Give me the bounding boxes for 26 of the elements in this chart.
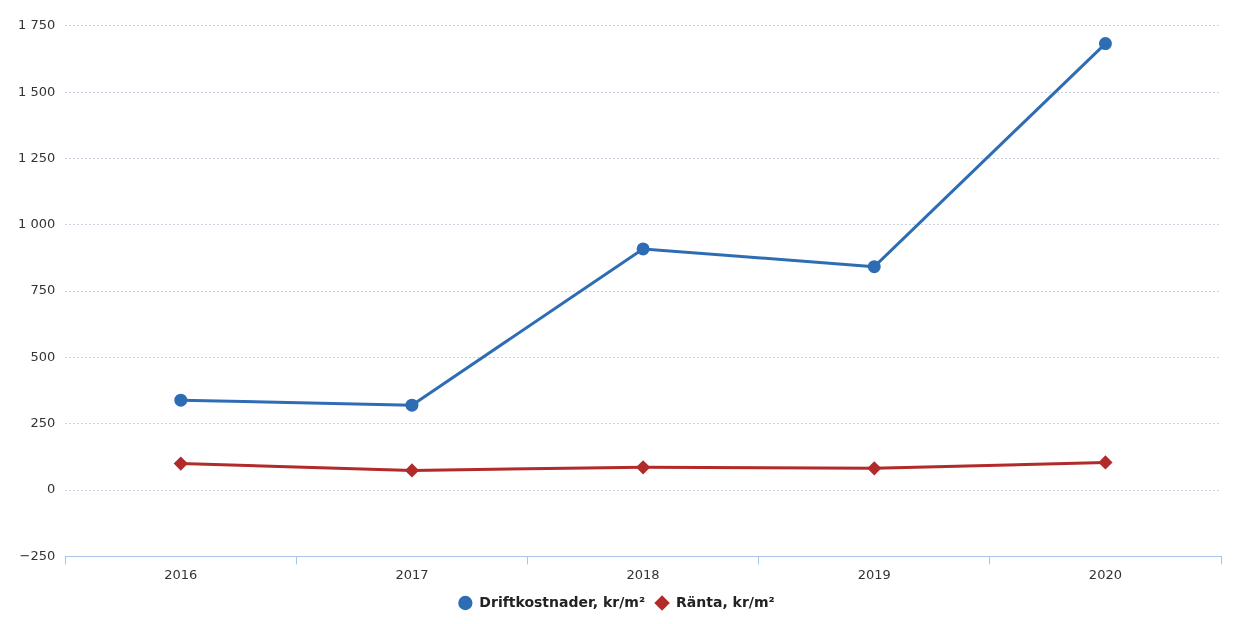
point bbox=[1098, 37, 1112, 51]
y-tick-label: −250 bbox=[19, 547, 56, 563]
point bbox=[636, 460, 650, 474]
y-tick-label: 500 bbox=[30, 348, 56, 364]
x-tick-label: 2016 bbox=[164, 566, 198, 582]
y-tick-label: 750 bbox=[30, 282, 56, 298]
y-tick-label: 1 250 bbox=[18, 149, 56, 165]
x-tick-label: 2019 bbox=[857, 566, 891, 582]
point bbox=[867, 461, 881, 475]
point bbox=[405, 463, 419, 477]
point bbox=[1098, 455, 1112, 469]
x-tick-label: 2018 bbox=[626, 566, 660, 582]
y-tick-label: 250 bbox=[30, 415, 56, 431]
x-tick-label: 2020 bbox=[1088, 566, 1122, 582]
y-tick-label: 0 bbox=[46, 481, 56, 497]
point bbox=[867, 260, 881, 274]
point bbox=[636, 242, 650, 256]
x-tick-label: 2017 bbox=[395, 566, 429, 582]
y-tick-label: 1 000 bbox=[18, 216, 56, 232]
point bbox=[174, 457, 188, 471]
y-tick-label: 1 750 bbox=[18, 17, 56, 33]
point bbox=[174, 393, 188, 407]
y-tick-label: 1 500 bbox=[18, 83, 56, 99]
legend-label: Driftkostnader, kr/m² bbox=[479, 593, 646, 610]
legend-label: Ränta, kr/m² bbox=[676, 593, 775, 610]
point bbox=[405, 398, 419, 412]
